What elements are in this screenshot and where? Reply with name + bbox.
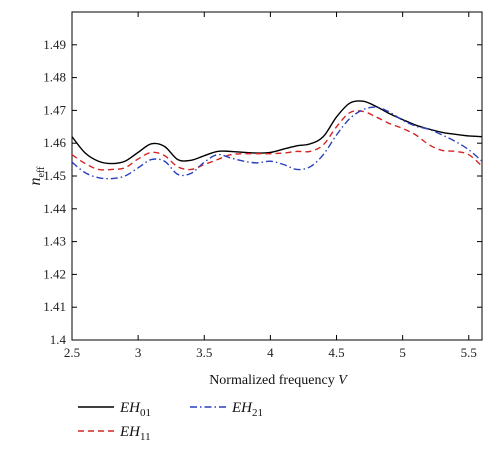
y-tick-label: 1.43 — [43, 234, 66, 249]
x-axis-label-main: Normalized frequency — [209, 373, 338, 388]
x-tick-label: 3 — [135, 345, 142, 360]
series-line-eh01 — [72, 100, 482, 165]
legend-label-eh21: EH21 — [231, 400, 263, 419]
y-axis-label-main: n — [27, 177, 44, 185]
x-tick-label: 4 — [267, 345, 274, 360]
y-tick-label: 1.42 — [43, 266, 66, 281]
series-lines — [72, 100, 482, 180]
y-axis-label: neff — [27, 166, 47, 186]
x-axis-label-var: V — [338, 373, 348, 388]
y-axis-label-sub: eff — [36, 166, 47, 178]
series-line-eh21 — [72, 106, 482, 180]
x-tick-label: 5.5 — [461, 345, 477, 360]
legend: EH01 EH11 EH21 — [78, 400, 263, 443]
y-tick-label: 1.46 — [43, 135, 66, 150]
plot-area — [71, 11, 483, 341]
x-tick-label: 2.5 — [64, 345, 80, 360]
y-tick-label: 1.4 — [50, 332, 67, 347]
x-tick-label: 3.5 — [196, 345, 212, 360]
y-tick-label: 1.41 — [43, 299, 66, 314]
x-axis-label: Normalized frequency V — [209, 373, 348, 388]
y-tick-label: 1.49 — [43, 37, 66, 52]
legend-label-eh01: EH01 — [119, 400, 151, 419]
y-tick-label: 1.44 — [43, 201, 66, 216]
series-line-eh11 — [72, 110, 482, 171]
x-tick-label: 5 — [399, 345, 406, 360]
y-tick-label: 1.45 — [43, 168, 66, 183]
legend-label-eh11: EH11 — [119, 424, 151, 443]
y-tick-label: 1.47 — [43, 102, 66, 117]
axis-ticks: 2.5 3 3.5 4 4.5 5 5.5 1.4 1.41 1.42 1.43 1.44 1.45 1.… — [43, 12, 482, 360]
x-tick-label: 4.5 — [328, 345, 344, 360]
y-tick-label: 1.48 — [43, 70, 66, 85]
